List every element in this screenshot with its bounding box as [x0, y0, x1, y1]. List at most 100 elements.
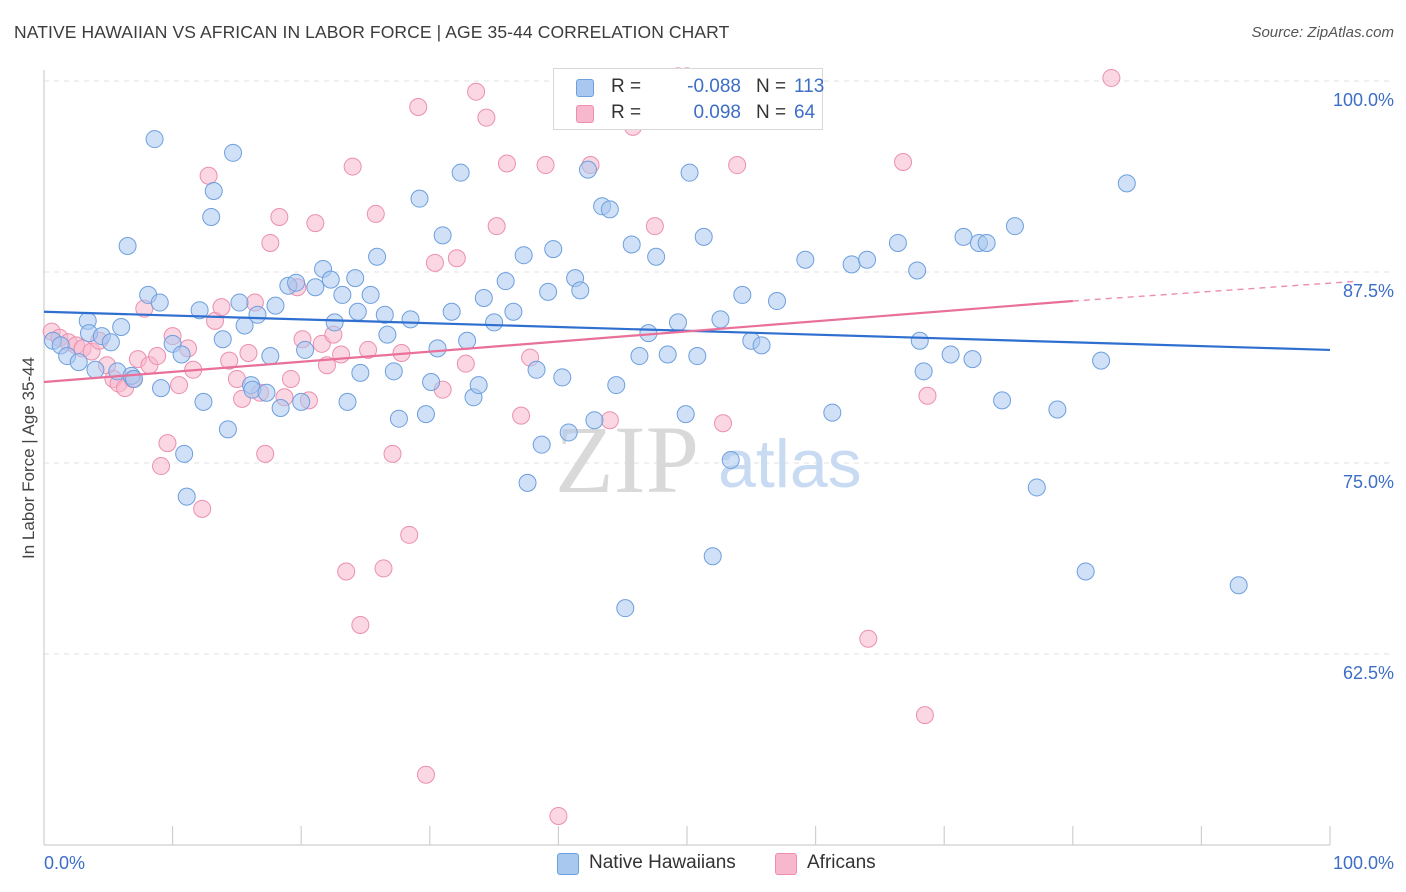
- africans-point: [158, 434, 177, 453]
- native-hawaiians-point: [351, 363, 370, 382]
- africans-point: [425, 253, 444, 272]
- africans-point: [400, 525, 419, 544]
- africans-point: [306, 214, 325, 233]
- axes: [43, 70, 1331, 846]
- native-hawaiians-point: [842, 255, 861, 274]
- native-hawaiians-point: [150, 293, 169, 312]
- native-hawaiians-point: [733, 285, 752, 304]
- africans-point: [337, 562, 356, 581]
- africans-point: [859, 629, 878, 648]
- native-hawaiians-point: [474, 288, 493, 307]
- africans-point: [199, 166, 218, 185]
- africans-point: [220, 351, 239, 370]
- native-hawaiians-point: [630, 347, 649, 366]
- n-value: 113: [794, 76, 825, 97]
- native-hawaiians-point: [202, 207, 221, 226]
- native-hawaiians-points: [44, 73, 1248, 618]
- native-hawaiians-point: [768, 292, 787, 311]
- native-hawaiians-point: [422, 373, 441, 392]
- native-hawaiians-point: [261, 347, 280, 366]
- africans-point: [256, 444, 275, 463]
- africans-point: [714, 414, 733, 433]
- native-hawaiians-point: [296, 340, 315, 359]
- africans-point: [894, 152, 913, 171]
- native-hawaiians-point: [218, 420, 237, 439]
- native-hawaiians-point: [177, 487, 196, 506]
- native-hawaiians-point: [346, 269, 365, 288]
- africans-point: [239, 343, 258, 362]
- native-hawaiians-point: [175, 444, 194, 463]
- native-hawaiians-point: [451, 163, 470, 182]
- native-hawaiians-point: [908, 261, 927, 280]
- legend-label: Africans: [807, 852, 876, 873]
- native-hawaiians-point: [375, 305, 394, 324]
- native-hawaiians-point: [578, 160, 597, 179]
- native-hawaiians-point: [496, 272, 515, 291]
- native-hawaiians-point: [910, 331, 929, 350]
- watermark: ZIP atlas: [555, 406, 862, 513]
- watermark-zip: ZIP: [555, 406, 699, 513]
- native-hawaiians-point: [532, 435, 551, 454]
- native-hawaiians-point: [248, 305, 267, 324]
- n-label: N =: [756, 102, 787, 123]
- native-hawaiians-point: [112, 318, 131, 337]
- native-hawaiians-point: [125, 369, 144, 388]
- native-hawaiians-point: [266, 296, 285, 315]
- native-hawaiians-point: [145, 130, 164, 149]
- native-hawaiians-point: [888, 233, 907, 252]
- africans-point: [170, 376, 189, 395]
- native-hawaiians-point: [711, 310, 730, 329]
- native-hawaiians-point: [1005, 217, 1024, 236]
- native-hawaiians-point: [348, 302, 367, 321]
- native-hawaiians-point: [658, 345, 677, 364]
- native-hawaiians-point: [1229, 576, 1248, 595]
- native-hawaiians-point: [616, 599, 635, 618]
- africans-point: [343, 157, 362, 176]
- y-tick-label: 62.5%: [1343, 663, 1394, 683]
- native-hawaiians-point: [539, 282, 558, 301]
- x-tick-label: 0.0%: [44, 853, 85, 873]
- trend-lines: [43, 280, 1359, 384]
- r-label: R =: [611, 102, 642, 123]
- chart-title: NATIVE HAWAIIAN VS AFRICAN IN LABOR FORC…: [14, 22, 730, 42]
- native-hawaiians-point: [172, 345, 191, 364]
- tick-labels: 62.5% 75.0% 87.5% 100.0% 0.0% 100.0%: [44, 90, 1394, 873]
- native-hawaiians-point: [410, 189, 429, 208]
- native-hawaiians-point: [977, 233, 996, 252]
- native-hawaiians-point: [993, 391, 1012, 410]
- native-hawaiians-point: [416, 405, 435, 424]
- legend-label: Native Hawaiians: [589, 852, 736, 873]
- native-hawaiians-point: [292, 392, 311, 411]
- native-hawaiians-point: [321, 270, 340, 289]
- native-hawaiians-point: [1027, 478, 1046, 497]
- native-hawaiians-point: [458, 331, 477, 350]
- native-hawaiians-point: [287, 273, 306, 292]
- native-hawaiians-point: [433, 226, 452, 245]
- native-hawaiians-point: [553, 368, 572, 387]
- n-value: 64: [794, 102, 816, 123]
- y-tick-label: 87.5%: [1343, 281, 1394, 301]
- native-hawaiians-point: [69, 353, 88, 372]
- africans-point: [383, 444, 402, 463]
- africans-point: [1102, 68, 1121, 87]
- native-hawaiians-point: [559, 423, 578, 442]
- native-hawaiians-point: [101, 333, 120, 352]
- native-hawaiians-point: [941, 345, 960, 364]
- native-hawaiians-point: [442, 302, 461, 321]
- native-hawaiians-point: [389, 409, 408, 428]
- africans-point: [477, 108, 496, 127]
- africans-trendline-extrapolated: [1072, 280, 1359, 302]
- native-hawaiians-point: [271, 398, 290, 417]
- native-hawaiians-point: [676, 405, 695, 424]
- native-hawaiians-point: [518, 473, 537, 492]
- native-hawaiians-point: [230, 293, 249, 312]
- africans-point: [915, 706, 934, 725]
- africans-point: [351, 615, 370, 634]
- native-hawaiians-point: [1076, 562, 1095, 581]
- africans-point: [728, 156, 747, 175]
- africans-point: [456, 354, 475, 373]
- africans-trendline: [43, 299, 1073, 384]
- native-hawaiians-point: [325, 313, 344, 332]
- native-hawaiians-point: [607, 376, 626, 395]
- native-hawaiians-point: [469, 376, 488, 395]
